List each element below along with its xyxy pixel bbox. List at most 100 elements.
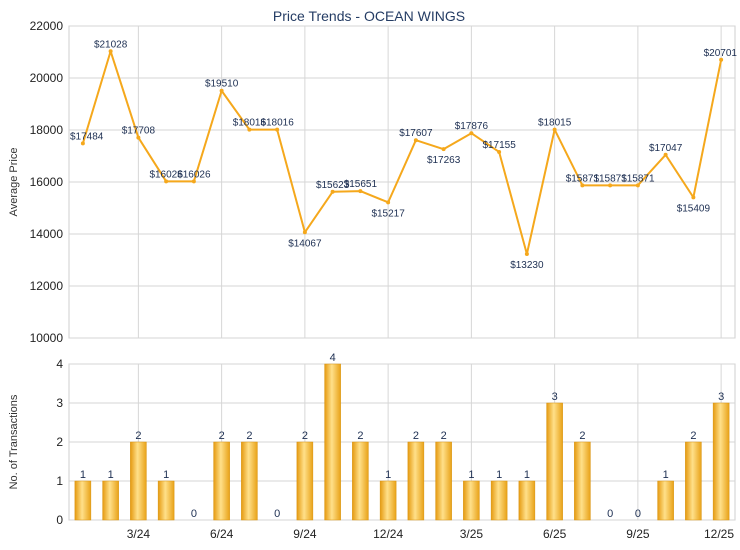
transactions-y-tick-label: 0 bbox=[56, 513, 63, 527]
transactions-bar-label: 4 bbox=[330, 352, 336, 364]
price-point bbox=[164, 179, 169, 184]
price-data-label: $15409 bbox=[677, 203, 711, 214]
transactions-bar-label: 1 bbox=[663, 469, 669, 481]
x-tick-label: 6/24 bbox=[210, 527, 234, 541]
x-tick-label: 12/25 bbox=[704, 527, 734, 541]
transactions-y-tick-label: 2 bbox=[56, 435, 63, 449]
transactions-bar-label: 2 bbox=[135, 430, 141, 442]
transactions-bar-label: 2 bbox=[246, 430, 252, 442]
transactions-bar bbox=[74, 480, 92, 521]
transactions-bar-label: 1 bbox=[163, 469, 169, 481]
transactions-bar bbox=[352, 441, 369, 521]
transactions-bar-label: 1 bbox=[80, 469, 86, 481]
price-data-label: $17047 bbox=[649, 143, 683, 154]
price-data-label: $17876 bbox=[455, 121, 489, 132]
price-series-line bbox=[81, 50, 723, 256]
transactions-bar-label: 2 bbox=[302, 430, 308, 442]
transactions-bar bbox=[490, 480, 508, 521]
price-point bbox=[469, 131, 474, 136]
price-data-label: $17607 bbox=[399, 128, 433, 139]
price-point bbox=[108, 49, 113, 54]
transactions-bar-label: 0 bbox=[607, 508, 613, 520]
price-data-label: $15623 bbox=[316, 180, 350, 191]
price-point bbox=[691, 195, 696, 200]
transactions-bar-label: 2 bbox=[219, 430, 225, 442]
transactions-bar-label: 3 bbox=[552, 391, 558, 403]
transactions-y-axis-title: No. of Transactions bbox=[8, 394, 20, 489]
transactions-bar bbox=[574, 441, 591, 521]
price-point bbox=[663, 152, 668, 157]
transactions-bar-label: 1 bbox=[385, 469, 391, 481]
price-data-label: $15871 bbox=[593, 173, 627, 184]
transactions-bar-label: 1 bbox=[524, 469, 530, 481]
transactions-bar bbox=[213, 441, 230, 521]
price-point bbox=[330, 189, 335, 194]
price-y-tick-label: 18000 bbox=[30, 123, 64, 137]
transactions-bar bbox=[657, 480, 674, 521]
price-y-tick-label: 16000 bbox=[30, 175, 64, 189]
price-point bbox=[413, 138, 418, 143]
price-data-label: $18015 bbox=[538, 118, 572, 129]
price-data-label: $15217 bbox=[371, 208, 405, 219]
price-point bbox=[247, 127, 252, 132]
transactions-y-tick-label: 3 bbox=[56, 396, 63, 410]
transactions-bar bbox=[546, 402, 563, 521]
price-point bbox=[191, 179, 196, 184]
transactions-bar-label: 0 bbox=[191, 508, 197, 520]
transactions-bar bbox=[324, 363, 341, 521]
price-data-label: $15871 bbox=[621, 173, 655, 184]
price-data-label: $19510 bbox=[205, 79, 239, 90]
price-data-label: $17155 bbox=[482, 140, 516, 151]
price-y-tick-label: 14000 bbox=[30, 227, 64, 241]
price-point bbox=[441, 147, 446, 152]
price-data-label: $18016 bbox=[260, 118, 294, 129]
price-point bbox=[497, 149, 502, 154]
transactions-bar-label: 2 bbox=[690, 430, 696, 442]
transactions-y-tick-label: 1 bbox=[56, 474, 63, 488]
transactions-bar-label: 2 bbox=[579, 430, 585, 442]
x-tick-label: 9/24 bbox=[293, 527, 317, 541]
price-point bbox=[719, 57, 724, 62]
price-y-axis-title: Average Price bbox=[8, 148, 20, 217]
transactions-bar bbox=[407, 441, 425, 521]
transactions-bar-label: 2 bbox=[441, 430, 447, 442]
price-panel: 10000 12000 14000 16000 18000 20000 22000 Avera… bbox=[8, 19, 737, 345]
x-tick-label: 3/25 bbox=[460, 527, 484, 541]
chart-title: Price Trends - OCEAN WINGS bbox=[273, 8, 465, 24]
transactions-bar bbox=[130, 441, 147, 521]
price-data-label: $15651 bbox=[344, 179, 378, 190]
x-tick-label: 12/24 bbox=[373, 527, 403, 541]
transactions-bar bbox=[157, 480, 175, 521]
price-point bbox=[386, 200, 391, 205]
transactions-bar-label: 1 bbox=[108, 469, 114, 481]
price-point bbox=[80, 141, 85, 146]
transactions-bar-label: 0 bbox=[274, 508, 280, 520]
transactions-bar-label: 1 bbox=[468, 469, 474, 481]
price-point bbox=[302, 230, 307, 235]
price-data-label: $16026 bbox=[177, 169, 211, 180]
price-y-tick-label: 10000 bbox=[30, 331, 64, 345]
x-tick-label: 9/25 bbox=[626, 527, 650, 541]
price-point bbox=[635, 183, 640, 188]
transactions-panel: 0 1 2 3 4 3/24 6/24 9/24 12/24 3/25 6/25 9/25 12/25 N… bbox=[8, 352, 736, 541]
transactions-bar bbox=[102, 480, 119, 521]
transactions-bar-label: 2 bbox=[413, 430, 419, 442]
transactions-bar-label: 0 bbox=[635, 508, 641, 520]
transactions-bar bbox=[435, 441, 452, 521]
price-y-tick-label: 20000 bbox=[30, 71, 64, 85]
price-data-label: $17484 bbox=[70, 131, 104, 142]
transactions-bar-label: 1 bbox=[496, 469, 502, 481]
transactions-bar bbox=[241, 441, 258, 521]
price-point bbox=[358, 189, 363, 194]
transactions-bar bbox=[463, 480, 480, 521]
price-y-tick-label: 12000 bbox=[30, 279, 64, 293]
price-point bbox=[524, 252, 529, 257]
x-tick-label: 6/25 bbox=[543, 527, 567, 541]
x-tick-label: 3/24 bbox=[127, 527, 151, 541]
price-y-tick-label: 22000 bbox=[30, 19, 64, 33]
transactions-bar-label: 3 bbox=[718, 391, 724, 403]
price-point bbox=[136, 135, 141, 140]
price-point bbox=[552, 127, 557, 132]
price-data-label: $21028 bbox=[94, 39, 128, 50]
